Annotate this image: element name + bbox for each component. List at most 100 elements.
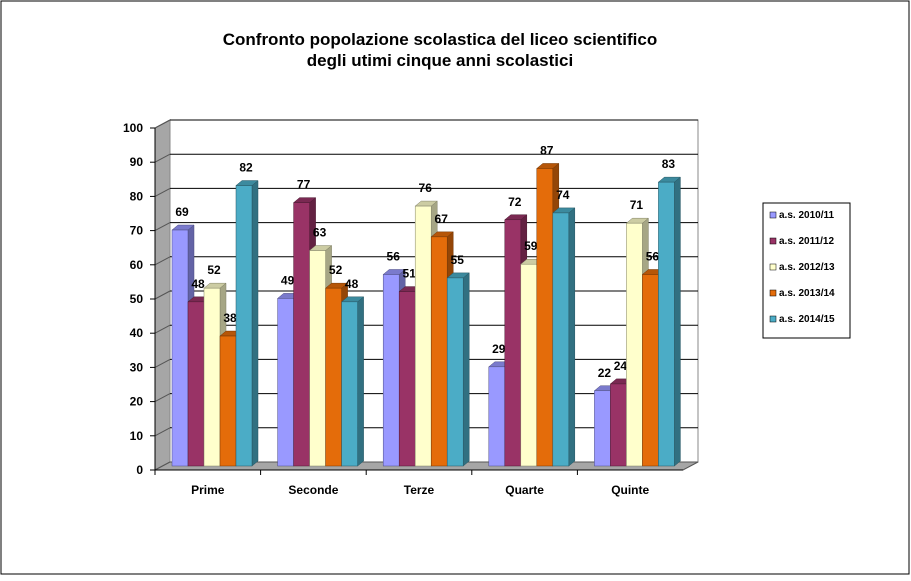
bar <box>340 296 365 467</box>
data-label: 38 <box>223 311 237 325</box>
data-label: 82 <box>239 161 253 175</box>
bar-front <box>187 301 205 467</box>
gridline-side <box>154 119 171 129</box>
bar-front <box>219 335 237 467</box>
legend-label: a.s. 2013/14 <box>779 288 835 299</box>
bar-front <box>414 205 432 467</box>
legend-swatch <box>769 237 777 245</box>
bar-front <box>488 366 506 467</box>
bar-side <box>357 296 364 467</box>
bar-side <box>251 180 259 467</box>
legend-box <box>762 202 851 339</box>
gridline-side <box>154 222 171 232</box>
gridline-side <box>154 427 171 437</box>
y-tick-label: 60 <box>130 258 144 272</box>
legend-label: a.s. 2012/13 <box>779 262 835 273</box>
data-label: 56 <box>646 249 660 263</box>
data-label: 52 <box>329 263 343 277</box>
legend-label: a.s. 2011/12 <box>779 236 834 247</box>
data-label: 67 <box>435 212 449 226</box>
data-label: 74 <box>556 188 570 202</box>
bar <box>235 180 259 467</box>
x-tick-label: Terze <box>404 483 435 497</box>
legend-swatch <box>769 211 777 219</box>
data-label: 63 <box>313 226 327 240</box>
gridline-side <box>154 324 171 334</box>
bar-front <box>325 287 342 467</box>
chart-title-line: Confronto popolazione scolastica del lic… <box>223 30 658 49</box>
data-label: 29 <box>492 342 506 356</box>
bar-side <box>674 176 681 467</box>
data-label: 55 <box>451 253 465 267</box>
bar-front <box>430 236 448 467</box>
bar-front <box>293 202 310 467</box>
gridline-side <box>154 256 171 266</box>
data-label: 71 <box>630 198 644 212</box>
x-tick-label: Quinte <box>611 483 649 497</box>
data-label: 52 <box>207 263 221 277</box>
bar-front <box>203 287 221 467</box>
y-tick-label: 40 <box>130 326 144 340</box>
y-tick-label: 0 <box>136 463 143 477</box>
bar <box>657 176 682 467</box>
data-label: 24 <box>614 359 628 373</box>
bar-front <box>626 222 643 467</box>
gridline-side <box>154 290 171 300</box>
chart-title-line: degli utimi cinque anni scolastici <box>307 51 573 70</box>
gridline-side <box>154 153 171 163</box>
data-label: 76 <box>419 181 433 195</box>
bar-front <box>398 291 416 467</box>
legend-label: a.s. 2014/15 <box>779 314 835 325</box>
bar-front <box>446 277 464 467</box>
bar-front <box>382 274 400 467</box>
y-tick-label: 100 <box>123 121 143 135</box>
bar-side <box>568 207 576 467</box>
data-label: 49 <box>281 273 295 287</box>
bar-front <box>642 274 659 467</box>
bar-front <box>610 383 627 467</box>
legend-swatch <box>769 315 777 323</box>
bar-front <box>171 229 189 467</box>
legend-swatch <box>769 289 777 297</box>
x-tick-label: Quarte <box>505 483 544 497</box>
bar-front <box>520 263 538 467</box>
bar <box>446 272 470 467</box>
data-label: 51 <box>403 267 417 281</box>
y-tick-label: 30 <box>130 360 144 374</box>
bar-front <box>536 168 554 467</box>
y-tick-label: 50 <box>130 292 144 306</box>
data-label: 22 <box>598 366 612 380</box>
x-tick-label: Prime <box>191 483 225 497</box>
data-label: 59 <box>524 239 538 253</box>
gridline-side <box>154 187 171 197</box>
bar-front <box>658 181 675 467</box>
data-label: 77 <box>297 178 311 192</box>
bar-front <box>341 301 358 467</box>
y-tick-label: 80 <box>130 189 144 203</box>
data-label: 69 <box>175 205 189 219</box>
bar-front <box>552 212 570 467</box>
y-tick-label: 70 <box>130 224 144 238</box>
y-tick-label: 10 <box>130 429 144 443</box>
bar-front <box>235 185 253 467</box>
data-label: 56 <box>387 249 401 263</box>
bar-front <box>309 250 326 467</box>
data-label: 83 <box>662 157 676 171</box>
bar-front <box>594 390 611 467</box>
bar <box>552 207 576 467</box>
legend-swatch <box>769 263 777 271</box>
bar-side <box>462 272 470 467</box>
legend-label: a.s. 2010/11 <box>779 210 834 221</box>
legend: a.s. 2010/11 a.s. 2011/12 a.s. 2012/13 a.s.… <box>762 202 851 339</box>
y-tick-label: 20 <box>130 395 144 409</box>
x-tick-label: Seconde <box>288 483 338 497</box>
gridline-side <box>154 393 171 403</box>
data-label: 72 <box>508 195 522 209</box>
y-tick-label: 90 <box>130 155 144 169</box>
data-label: 87 <box>540 143 554 157</box>
bar-front <box>504 219 522 467</box>
data-label: 48 <box>191 277 205 291</box>
bar-front <box>277 298 294 467</box>
